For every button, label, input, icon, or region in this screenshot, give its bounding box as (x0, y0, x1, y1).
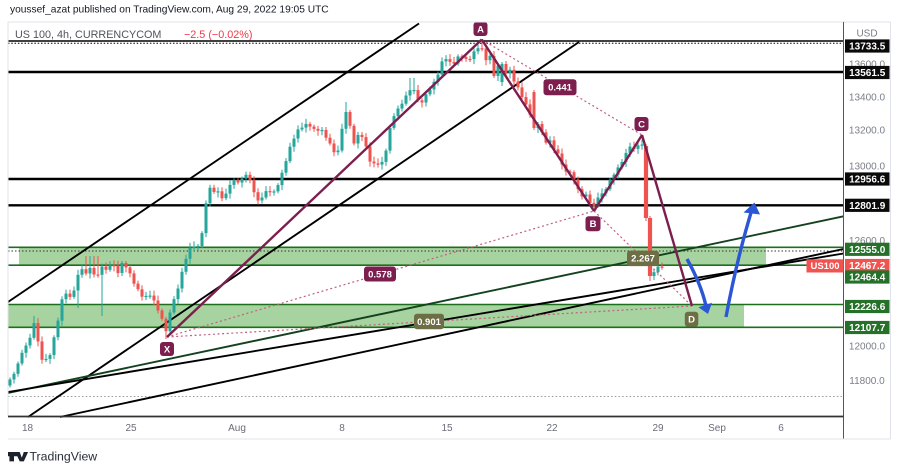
svg-text:13400.0: 13400.0 (849, 93, 886, 104)
svg-text:0.578: 0.578 (368, 269, 392, 280)
svg-text:13000.0: 13000.0 (849, 162, 886, 173)
svg-text:8: 8 (339, 423, 345, 434)
svg-text:A: A (477, 24, 484, 35)
svg-text:12600.0: 12600.0 (849, 236, 886, 247)
svg-text:29: 29 (652, 423, 664, 434)
svg-text:0.441: 0.441 (548, 83, 572, 94)
svg-text:2.267: 2.267 (631, 254, 655, 265)
svg-text:Sep: Sep (708, 423, 726, 434)
svg-text:−2.5 (−0.02%): −2.5 (−0.02%) (184, 29, 252, 41)
svg-text:D: D (688, 315, 695, 326)
svg-text:C: C (638, 119, 645, 130)
svg-text:12226.6: 12226.6 (849, 302, 886, 313)
svg-text:US 100, 4h, CURRENCYCOM: US 100, 4h, CURRENCYCOM (15, 29, 161, 41)
svg-text:12956.6: 12956.6 (849, 175, 886, 186)
svg-text:USD: USD (856, 29, 877, 40)
svg-text:youssef_azat published on Trad: youssef_azat published on TradingView.co… (10, 5, 329, 16)
svg-text:13600.0: 13600.0 (849, 60, 886, 71)
svg-text:6: 6 (778, 423, 784, 434)
svg-text:12467.2: 12467.2 (849, 261, 886, 272)
svg-text:TradingView: TradingView (30, 449, 98, 463)
svg-text:22: 22 (546, 423, 558, 434)
svg-text:13561.5: 13561.5 (849, 68, 886, 79)
svg-text:US100: US100 (810, 261, 839, 272)
svg-text:Aug: Aug (228, 423, 246, 434)
svg-text:B: B (590, 219, 597, 230)
svg-text:13733.5: 13733.5 (849, 42, 886, 53)
svg-text:X: X (164, 344, 171, 355)
svg-text:12464.4: 12464.4 (849, 273, 886, 284)
svg-text:12555.0: 12555.0 (849, 245, 886, 256)
svg-text:15: 15 (441, 423, 453, 434)
svg-text:25: 25 (125, 423, 137, 434)
svg-text:18: 18 (22, 423, 34, 434)
svg-text:13200.0: 13200.0 (849, 126, 886, 137)
svg-text:0.901: 0.901 (417, 317, 441, 328)
svg-text:12801.9: 12801.9 (849, 201, 886, 212)
svg-text:12000.0: 12000.0 (849, 342, 886, 353)
svg-text:11800.0: 11800.0 (849, 376, 885, 387)
svg-text:12107.7: 12107.7 (849, 323, 886, 334)
